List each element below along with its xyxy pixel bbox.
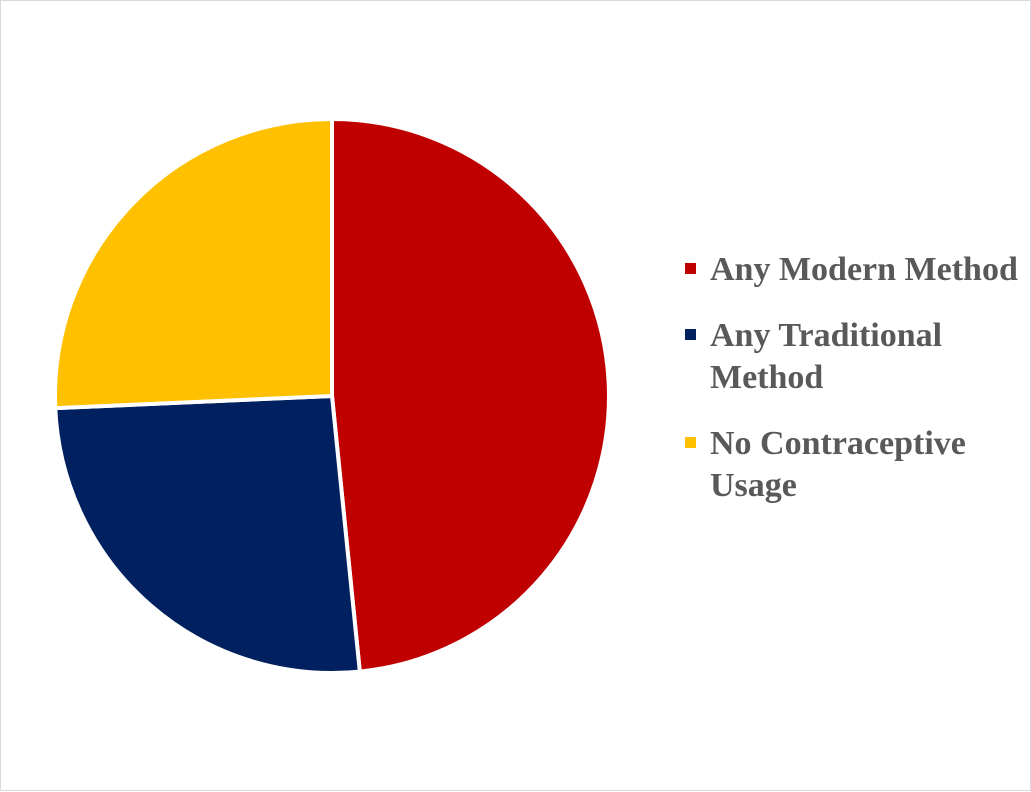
legend-label: Any Modern Method [710,251,1018,288]
legend-item-any-traditional-method: Any Traditional Method [685,315,1025,399]
legend-label: No Contraceptive Usage [710,425,966,504]
pie-slices [53,117,611,675]
legend-item-no-contraceptive-usage: No Contraceptive Usage [685,423,1025,507]
pie-slice-any-modern-method [330,117,611,674]
pie-slice-no-contraceptive-usage [53,117,334,411]
chart-legend: Any Modern Method Any Traditional Method N… [685,249,1025,531]
pie-slice-any-traditional-method [53,394,362,675]
legend-label: Any Traditional Method [710,317,943,396]
legend-swatch [685,437,696,448]
legend-item-any-modern-method: Any Modern Method [685,249,1025,291]
legend-swatch [685,329,696,340]
legend-swatch [685,263,696,274]
